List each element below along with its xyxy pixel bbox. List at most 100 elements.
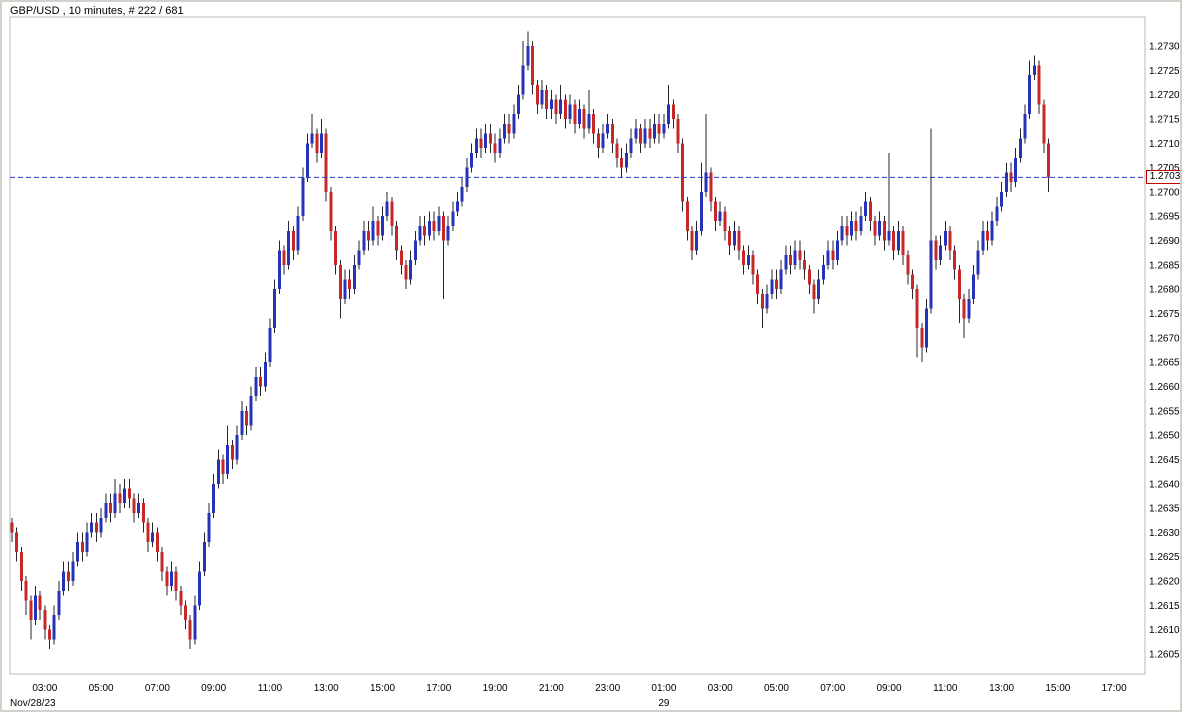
candle bbox=[850, 221, 854, 236]
candle bbox=[882, 221, 886, 241]
candle bbox=[71, 561, 75, 582]
candle bbox=[395, 225, 399, 251]
candle bbox=[165, 571, 169, 586]
candle bbox=[488, 133, 492, 144]
candle bbox=[305, 143, 309, 178]
candle bbox=[582, 109, 586, 129]
candle bbox=[826, 250, 830, 265]
candle bbox=[728, 230, 732, 246]
candle bbox=[493, 143, 497, 154]
candle bbox=[742, 250, 746, 265]
candle bbox=[1023, 114, 1027, 139]
candle bbox=[80, 542, 84, 552]
candle bbox=[812, 284, 816, 299]
price-tick-label: 1.2650 bbox=[1149, 431, 1180, 442]
candle bbox=[1028, 75, 1032, 115]
candle bbox=[334, 230, 338, 265]
candle bbox=[610, 123, 614, 144]
candle bbox=[399, 250, 403, 265]
price-tick-label: 1.2615 bbox=[1149, 601, 1180, 612]
price-tick-label: 1.2655 bbox=[1149, 406, 1180, 417]
candle bbox=[517, 94, 521, 115]
candle bbox=[765, 294, 769, 309]
candle bbox=[357, 250, 361, 265]
candle bbox=[962, 298, 966, 319]
candle bbox=[179, 590, 183, 606]
candle bbox=[240, 410, 244, 436]
candle bbox=[169, 571, 173, 586]
candle bbox=[971, 274, 975, 299]
price-tick-label: 1.2725 bbox=[1149, 66, 1180, 77]
candle bbox=[310, 133, 314, 144]
candle bbox=[456, 201, 460, 212]
candle bbox=[976, 250, 980, 275]
candle bbox=[366, 230, 370, 241]
candle bbox=[925, 308, 929, 348]
candle bbox=[381, 216, 385, 236]
candle bbox=[943, 230, 947, 246]
candle bbox=[817, 279, 821, 299]
candle bbox=[15, 532, 19, 552]
candle bbox=[835, 240, 839, 261]
candle bbox=[226, 444, 230, 475]
candle bbox=[441, 216, 445, 241]
candle bbox=[76, 542, 80, 562]
candle bbox=[910, 274, 914, 290]
candle bbox=[981, 230, 985, 251]
candle bbox=[19, 551, 23, 582]
candle bbox=[320, 133, 324, 154]
price-tick-label: 1.2700 bbox=[1149, 187, 1180, 198]
candle bbox=[577, 109, 581, 124]
candle bbox=[723, 211, 727, 231]
candle bbox=[845, 225, 849, 236]
price-tick-label: 1.2665 bbox=[1149, 358, 1180, 369]
candle bbox=[531, 46, 535, 85]
candle bbox=[94, 522, 98, 533]
time-tick-label: 13:00 bbox=[314, 683, 339, 694]
candle bbox=[10, 522, 14, 533]
candle bbox=[563, 99, 567, 119]
candle bbox=[198, 571, 202, 606]
time-tick-label: 15:00 bbox=[370, 683, 395, 694]
candle bbox=[859, 216, 863, 231]
candle bbox=[521, 65, 525, 95]
candle bbox=[779, 269, 783, 290]
candle bbox=[554, 99, 558, 115]
candle bbox=[291, 230, 295, 251]
candle bbox=[52, 615, 56, 640]
candle bbox=[470, 153, 474, 168]
candle bbox=[371, 221, 375, 241]
candle bbox=[113, 493, 117, 513]
candle bbox=[137, 503, 141, 513]
candle bbox=[324, 133, 328, 192]
time-tick-label: 15:00 bbox=[1045, 683, 1070, 694]
candle bbox=[901, 230, 905, 256]
candle bbox=[1032, 65, 1036, 76]
candle bbox=[878, 221, 882, 236]
candle bbox=[512, 114, 516, 134]
candle bbox=[423, 225, 427, 236]
candle bbox=[418, 225, 422, 241]
candle bbox=[864, 201, 868, 217]
wicks-layer bbox=[11, 31, 1049, 650]
candle bbox=[549, 99, 553, 110]
candle bbox=[638, 128, 642, 144]
candle bbox=[634, 128, 638, 139]
time-axis: 03:00 05:00 07:00 09:00 11:00 13:00 15:00 17:00… bbox=[32, 683, 1127, 694]
price-tick-label: 1.2625 bbox=[1149, 552, 1180, 563]
candle bbox=[939, 245, 943, 261]
candle bbox=[760, 294, 764, 309]
candle bbox=[948, 230, 952, 251]
candle bbox=[770, 279, 774, 295]
candle bbox=[601, 133, 605, 149]
candle bbox=[854, 221, 858, 231]
price-axis: 1.27301.27251.27201.27151.27101.27051.27… bbox=[1149, 42, 1180, 661]
candle bbox=[216, 459, 220, 484]
candle bbox=[695, 230, 699, 251]
candle bbox=[404, 264, 408, 280]
time-tick-label: 03:00 bbox=[32, 683, 57, 694]
candle bbox=[868, 201, 872, 222]
candle bbox=[986, 230, 990, 241]
candle bbox=[202, 542, 206, 572]
